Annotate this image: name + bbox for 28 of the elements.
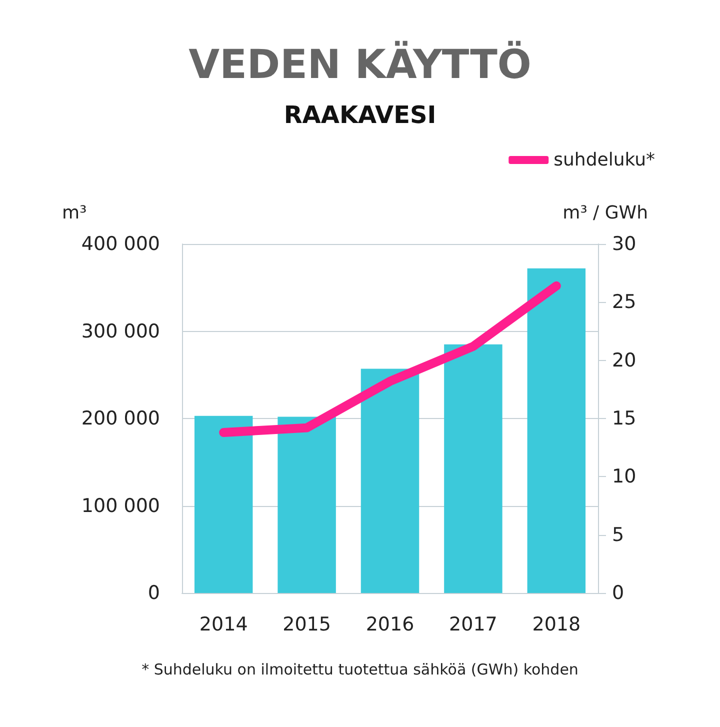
- y2-tick-label: 0: [612, 582, 624, 604]
- x-tick-label: 2014: [199, 614, 248, 636]
- bar: [278, 416, 336, 593]
- legend-label: suhdeluku*: [554, 150, 656, 170]
- x-tick-label: 2017: [449, 614, 498, 636]
- y2-tick-label: 5: [612, 524, 624, 546]
- x-tick-label: 2016: [366, 614, 414, 636]
- y2-axis-title: m³ / GWh: [562, 202, 648, 224]
- y-axis-title: m³: [62, 202, 87, 224]
- y-tick-label: 300 000: [81, 320, 160, 342]
- text: * Suhdeluku on ilmoitettu tuotettua sähköä (GWh) kohden: [142, 660, 578, 678]
- y2-tick-label: 10: [612, 466, 636, 488]
- y2-tick-label: 30: [612, 233, 636, 255]
- y-tick-label: 200 000: [81, 408, 160, 430]
- bar: [360, 368, 420, 593]
- bar: [444, 344, 502, 593]
- chart-subtitle: RAAKAVESI: [284, 101, 436, 129]
- y2-tick-label: 15: [612, 408, 636, 430]
- bar: [194, 416, 253, 593]
- y-tick-label: 400 000: [81, 233, 160, 255]
- y-tick-label: 100 000: [81, 494, 160, 517]
- y2-tick-label: 20: [612, 349, 636, 372]
- x-tick-label: 2015: [282, 614, 331, 636]
- chart-title: VEDEN KÄYTTÖ: [188, 40, 532, 88]
- x-tick-label: 2018: [532, 614, 581, 636]
- y-tick-label: 0: [148, 582, 160, 604]
- bar: [527, 268, 586, 593]
- y2-tick-label: 25: [612, 291, 636, 314]
